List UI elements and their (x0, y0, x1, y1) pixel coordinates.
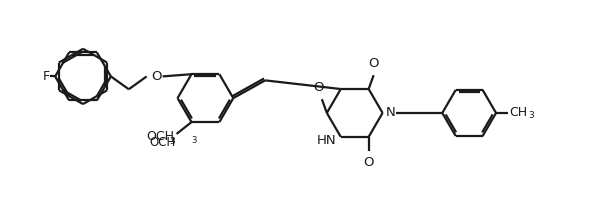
Text: CH: CH (509, 106, 527, 119)
Text: O: O (152, 70, 162, 83)
Text: O: O (368, 57, 379, 70)
Text: O: O (313, 81, 324, 94)
Text: N: N (386, 106, 395, 119)
Text: OCH: OCH (150, 136, 176, 149)
Text: OCH: OCH (147, 130, 174, 143)
Text: O: O (363, 156, 374, 169)
Text: F: F (43, 70, 50, 83)
Text: 3: 3 (191, 136, 197, 145)
Text: HN: HN (317, 134, 337, 147)
Text: 3: 3 (169, 137, 174, 146)
Text: 3: 3 (528, 111, 534, 120)
